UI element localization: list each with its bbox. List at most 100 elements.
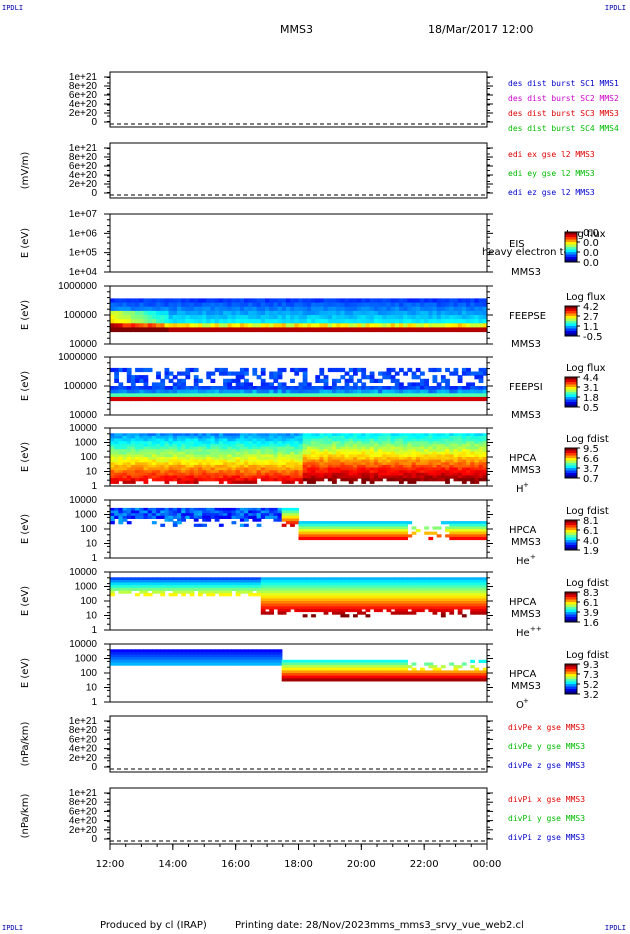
y-tick-label: 1e+05 [69, 248, 98, 259]
heatmap-cell [277, 475, 283, 479]
heatmap-cell [231, 323, 237, 328]
heatmap-cell [453, 310, 459, 316]
heatmap-cell [348, 459, 354, 463]
heatmap-cell [210, 310, 216, 316]
heatmap-cell [382, 441, 388, 445]
heatmap-cell [218, 367, 224, 373]
heatmap-cell [126, 375, 132, 380]
heatmap-cell [323, 378, 329, 383]
heatmap-cell [248, 459, 253, 463]
heatmap-cell [407, 595, 413, 599]
heatmap-cell [357, 319, 362, 324]
heatmap-cell [239, 464, 245, 469]
heatmap-cell [172, 579, 178, 584]
heatmap-cell [298, 593, 304, 597]
heatmap-cell [474, 438, 480, 442]
heatmap-cell [126, 577, 132, 581]
heatmap-cell [147, 438, 153, 442]
heatmap-cell [453, 367, 459, 373]
heatmap-cell [177, 382, 182, 387]
heatmap-cell [135, 310, 140, 316]
heatmap-cell [160, 446, 166, 450]
heatmap-cell [332, 298, 337, 304]
heatmap-cell [319, 536, 325, 541]
heatmap-cell [415, 386, 421, 391]
heatmap-cell [461, 438, 467, 442]
heatmap-cell [407, 590, 413, 594]
heatmap-cell [403, 472, 408, 476]
heatmap-cell [139, 454, 145, 458]
heatmap-cell [277, 449, 283, 453]
heatmap-cell [353, 446, 358, 450]
heatmap-cell [214, 459, 220, 463]
heatmap-cell [311, 327, 316, 333]
heatmap-cell [110, 515, 115, 519]
heatmap-cell [202, 393, 207, 398]
heatmap-cell [415, 587, 421, 591]
heatmap-cell [361, 603, 367, 607]
heatmap-cell [415, 598, 421, 602]
heatmap-cell [315, 585, 321, 589]
heatmap-cell [411, 531, 417, 535]
heatmap-cell [306, 582, 312, 586]
heatmap-cell [344, 433, 350, 437]
y-tick-label: 1000 [75, 510, 98, 521]
heatmap-cell [386, 523, 392, 527]
heatmap-cell [478, 608, 484, 613]
heatmap-cell [164, 323, 170, 328]
heatmap-cell [256, 457, 262, 461]
heatmap-cell [482, 598, 488, 602]
heatmap-cell [285, 579, 291, 584]
heatmap-cell [135, 451, 140, 455]
heatmap-cell [353, 441, 358, 445]
heatmap-cell [466, 595, 471, 599]
heatmap-cell [445, 475, 450, 479]
heatmap-cell [177, 386, 182, 391]
heatmap-cell [394, 590, 400, 594]
heatmap-cell [164, 367, 170, 373]
heatmap-cell [135, 433, 140, 437]
heatmap-cell [298, 601, 304, 605]
heatmap-cell [114, 302, 119, 308]
heatmap-cell [348, 323, 354, 328]
heatmap-cell [415, 438, 421, 442]
heatmap-cell [453, 451, 459, 455]
heatmap-cell [445, 446, 450, 450]
heatmap-cell [139, 467, 145, 471]
heatmap-cell [147, 657, 153, 661]
heatmap-cell [227, 470, 233, 474]
heatmap-cell [306, 472, 312, 476]
heatmap-cell [126, 446, 132, 450]
heatmap-cell [227, 302, 233, 308]
heatmap-cell [290, 507, 295, 512]
heatmap-cell [135, 443, 140, 447]
heatmap-cell [160, 298, 166, 304]
heatmap-cell [319, 577, 325, 581]
heatmap-cell [139, 302, 145, 308]
heatmap-cell [126, 367, 132, 373]
heatmap-cell [399, 590, 404, 594]
heatmap-cell [164, 464, 170, 469]
heatmap-cell [315, 590, 321, 594]
heatmap-cell [403, 306, 408, 312]
heatmap-cell [399, 464, 404, 469]
heatmap-cell [357, 470, 362, 474]
heatmap-cell [336, 438, 341, 442]
heatmap-cell [298, 435, 304, 440]
heatmap-cell [248, 451, 253, 455]
heatmap-cell [306, 577, 312, 581]
heatmap-cell [327, 438, 333, 442]
colorbar-segment [565, 247, 577, 250]
heatmap-cell [227, 510, 233, 514]
heatmap-cell [449, 393, 455, 398]
heatmap-cell [298, 315, 304, 320]
heatmap-cell [260, 451, 266, 455]
heatmap-cell [436, 438, 442, 442]
heatmap-cell [126, 475, 132, 479]
heatmap-cell [453, 306, 459, 312]
heatmap-cell [353, 521, 358, 525]
heatmap-cell [126, 470, 132, 474]
heatmap-cell [185, 375, 191, 380]
heatmap-cell [265, 327, 270, 333]
heatmap-cell [332, 302, 337, 308]
